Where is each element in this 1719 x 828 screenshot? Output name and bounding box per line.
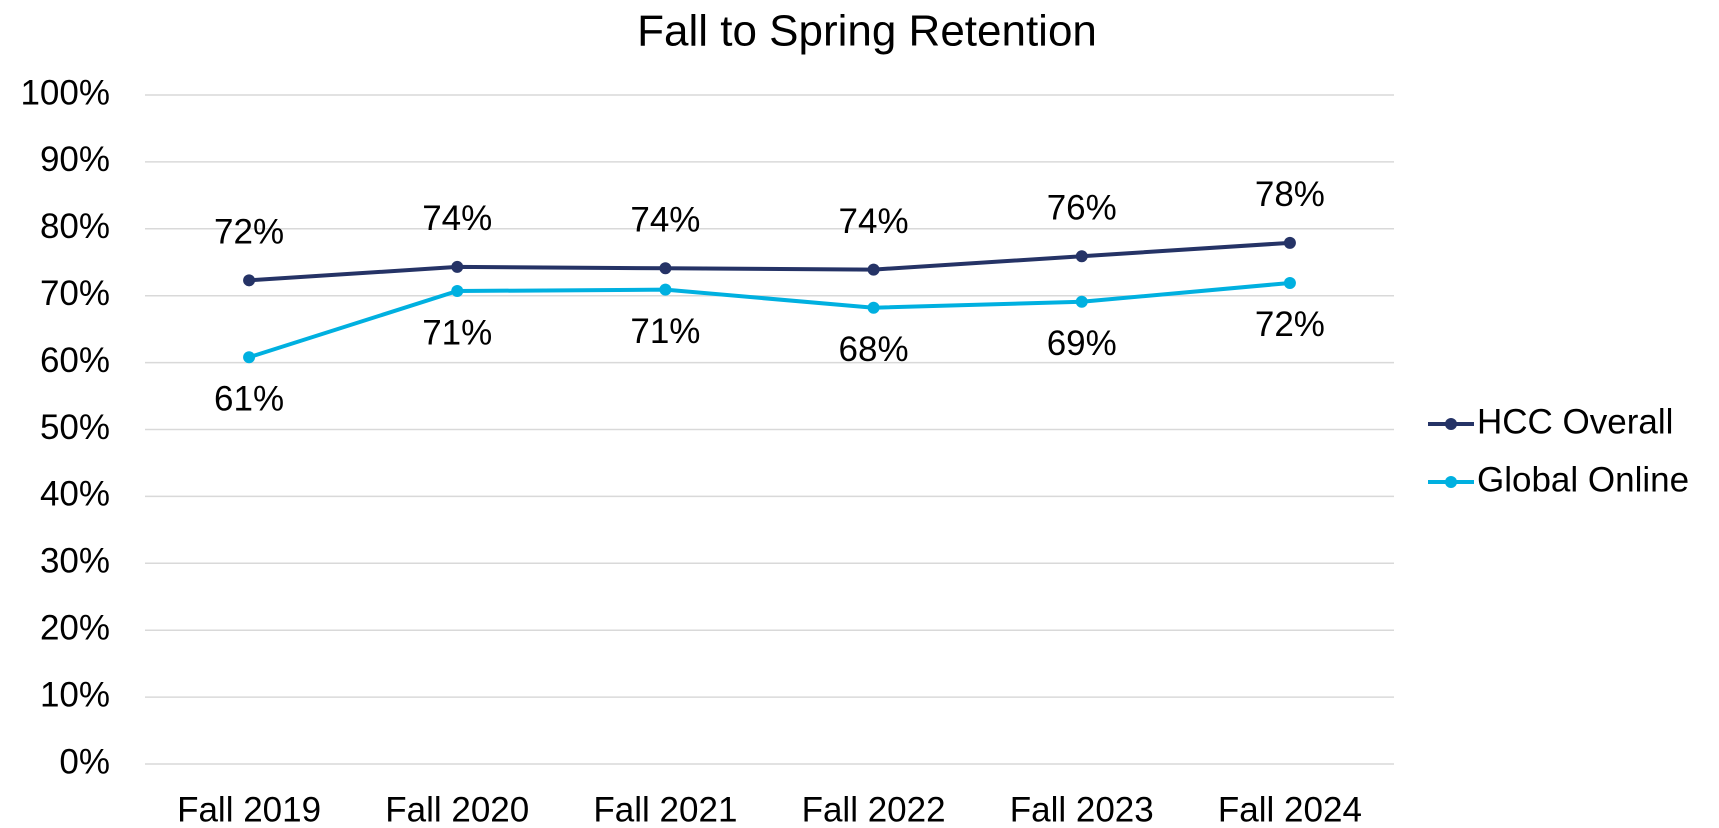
data-label: 68% bbox=[839, 330, 909, 369]
data-point bbox=[1283, 276, 1296, 289]
data-point bbox=[659, 262, 672, 275]
legend-label: HCC Overall bbox=[1477, 402, 1673, 441]
data-label: 69% bbox=[1047, 324, 1117, 363]
x-tick-label: Fall 2022 bbox=[802, 790, 946, 828]
data-point bbox=[659, 283, 672, 296]
y-tick-label: 20% bbox=[40, 608, 110, 647]
x-tick-label: Fall 2020 bbox=[385, 790, 529, 828]
series-line bbox=[248, 280, 1291, 360]
data-label: 76% bbox=[1047, 188, 1117, 227]
data-label: 72% bbox=[214, 213, 284, 252]
data-label: 74% bbox=[422, 199, 492, 238]
data-point bbox=[1075, 250, 1088, 263]
data-point bbox=[243, 274, 256, 287]
data-point bbox=[867, 263, 880, 276]
x-tick-label: Fall 2024 bbox=[1218, 790, 1362, 828]
data-label: 72% bbox=[1255, 305, 1325, 344]
y-tick-label: 70% bbox=[40, 274, 110, 313]
data-point bbox=[1283, 236, 1296, 249]
data-label: 71% bbox=[630, 312, 700, 351]
data-point bbox=[451, 260, 464, 273]
x-tick-label: Fall 2019 bbox=[177, 790, 321, 828]
legend-marker bbox=[1445, 418, 1457, 430]
chart-title: Fall to Spring Retention bbox=[637, 7, 1097, 56]
y-tick-label: 50% bbox=[40, 408, 110, 447]
y-tick-label: 80% bbox=[40, 207, 110, 246]
y-tick-label: 0% bbox=[59, 742, 110, 781]
y-tick-label: 10% bbox=[40, 675, 110, 714]
data-label: 71% bbox=[422, 313, 492, 352]
data-label: 61% bbox=[214, 379, 284, 418]
legend-marker bbox=[1445, 476, 1457, 488]
y-tick-label: 40% bbox=[40, 475, 110, 514]
data-label: 74% bbox=[630, 201, 700, 240]
x-tick-label: Fall 2023 bbox=[1010, 790, 1154, 828]
data-label: 78% bbox=[1255, 175, 1325, 214]
y-tick-label: 60% bbox=[40, 341, 110, 380]
data-point bbox=[451, 285, 464, 298]
data-label: 74% bbox=[839, 202, 909, 241]
legend-label: Global Online bbox=[1477, 460, 1689, 499]
y-tick-label: 90% bbox=[40, 140, 110, 179]
data-point bbox=[867, 301, 880, 314]
series-line bbox=[248, 240, 1291, 283]
data-point bbox=[1075, 295, 1088, 308]
data-point bbox=[243, 351, 256, 364]
y-tick-label: 100% bbox=[20, 73, 110, 112]
x-tick-label: Fall 2021 bbox=[593, 790, 737, 828]
y-tick-label: 30% bbox=[40, 542, 110, 581]
